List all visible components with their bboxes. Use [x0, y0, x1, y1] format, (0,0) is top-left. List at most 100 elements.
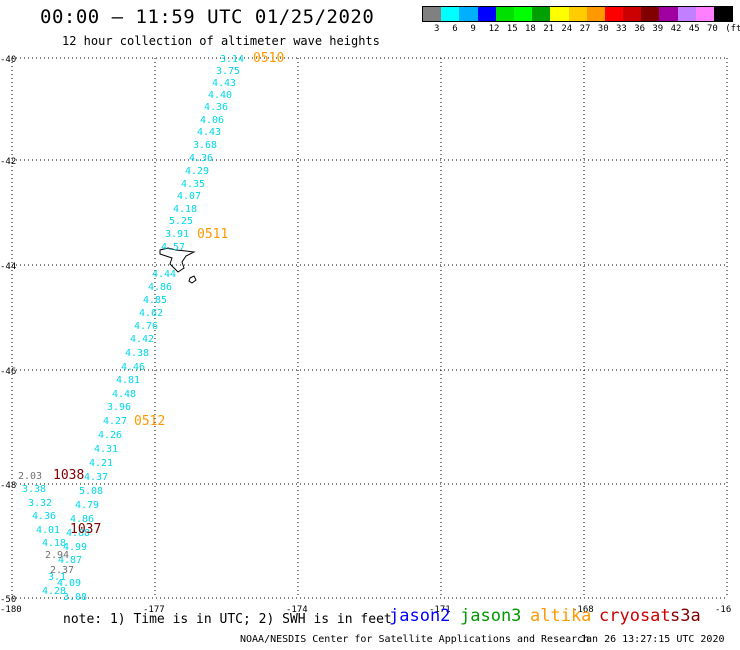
wave-height-value: 4.85 [143, 295, 167, 306]
wave-height-value: 4.06 [200, 115, 224, 126]
y-tick-label: -48 [0, 481, 16, 491]
legend-swatch [604, 7, 624, 21]
y-tick-label: -42 [0, 157, 16, 167]
wave-height-value: 4.46 [121, 362, 145, 373]
satellite-label-jason3: jason3 [460, 606, 522, 626]
legend-swatch [677, 7, 696, 21]
chart-title: 00:00 – 11:59 UTC 01/25/2020 [40, 6, 375, 28]
lat-lon-grid [11, 57, 728, 599]
island-coastline [188, 275, 197, 284]
wave-height-value: 4.18 [173, 204, 197, 215]
wave-height-value: 3.08 [63, 592, 87, 603]
wave-height-value: 4.27 [103, 416, 127, 427]
legend-label: 42 [670, 24, 682, 34]
wave-height-value: 3.1 [48, 572, 66, 583]
wave-height-value: 4.62 [139, 308, 163, 319]
legend-swatch [513, 7, 533, 21]
legend-swatch [423, 7, 442, 21]
legend-label: 21 [543, 24, 555, 34]
legend-label: 24 [561, 24, 573, 34]
legend-label: 27 [579, 24, 591, 34]
wave-height-value: 4.48 [112, 389, 136, 400]
wave-height-value: 4.09 [57, 578, 81, 589]
island-coastline [159, 247, 196, 273]
legend-label: 15 [506, 24, 518, 34]
time-label: 1037 [70, 522, 101, 537]
wave-height-value: 4.99 [63, 542, 87, 553]
legend-swatch [532, 7, 551, 21]
wave-height-value: 4.88 [66, 528, 90, 539]
wave-height-value: 4.40 [208, 90, 232, 101]
wave-height-value: 3.68 [193, 140, 217, 151]
wave-height-value: 2.94 [45, 550, 69, 561]
time-label: 1038 [53, 468, 84, 483]
island-outline [159, 247, 197, 284]
legend-label: 3 [434, 24, 440, 34]
satellite-label-jason2: jason2 [389, 606, 451, 626]
wave-height-value: 4.36 [32, 511, 56, 522]
legend-label: (ft) [725, 24, 740, 34]
legend-swatch [623, 7, 642, 21]
satellite-label-altika: altika [530, 606, 592, 626]
wave-height-value: 5.08 [79, 486, 103, 497]
legend-swatch [550, 7, 569, 21]
legend-swatch [568, 7, 587, 21]
wave-height-value: 2.37 [50, 565, 74, 576]
wave-height-value: 4.18 [42, 538, 66, 549]
legend-swatch [714, 7, 733, 21]
wave-height-value: 3.96 [107, 402, 131, 413]
legend-swatch [695, 7, 714, 21]
satellite-label-s3a: s3a [670, 606, 701, 626]
x-tick-label: -180 [0, 605, 22, 615]
legend-label: 70 [707, 24, 718, 34]
wave-height-value: 4.38 [125, 348, 149, 359]
wave-height-value: 4.81 [116, 375, 140, 386]
wave-height-value: 4.36 [189, 153, 213, 164]
wave-height-value: 4.36 [204, 102, 228, 113]
time-label: 0512 [134, 414, 165, 429]
legend-label: 39 [652, 24, 664, 34]
wave-height-value: 4.35 [181, 179, 205, 190]
wave-height-value: 4.21 [89, 458, 113, 469]
wave-height-value: 4.31 [94, 444, 118, 455]
y-tick-label: -46 [0, 367, 16, 377]
y-tick-label: -50 [0, 595, 16, 605]
y-tick-label: -44 [0, 262, 16, 272]
legend-label: 9 [470, 24, 476, 34]
wave-height-value: 3.91 [165, 229, 189, 240]
footnote: note: 1) Time is in UTC; 2) SWH is in fe… [63, 612, 392, 627]
chart-subtitle: 12 hour collection of altimeter wave hei… [62, 34, 380, 48]
wave-height-value: 4.57 [161, 242, 185, 253]
wave-height-value: 4.01 [36, 525, 60, 536]
legend-color-bar [422, 6, 734, 22]
wave-height-value: 4.26 [98, 430, 122, 441]
wave-height-value: 2.03 [18, 471, 42, 482]
y-tick-label: -40 [0, 55, 16, 65]
wave-height-value: 4.44 [152, 269, 176, 280]
wave-height-value: 4.42 [130, 334, 154, 345]
axis-ticks: -180 -177 -174 -171 -168 -16 -40 -42 -44 -46 -48 -5… [0, 55, 731, 615]
x-tick-label: -174 [286, 605, 308, 615]
wave-height-value: 4.86 [148, 282, 172, 293]
legend-swatch [641, 7, 660, 21]
credit-text: NOAA/NESDIS Center for Satellite Applica… [240, 634, 590, 645]
legend-swatch [586, 7, 605, 21]
wave-height-value: 4.76 [134, 321, 158, 332]
legend-label: 45 [688, 24, 700, 34]
generated-timestamp: Jan 26 13:27:15 UTC 2020 [580, 634, 725, 645]
x-tick-label: -171 [429, 605, 451, 615]
x-tick-label: -16 [715, 605, 731, 615]
legend-label: 18 [525, 24, 536, 34]
legend-label: 36 [634, 24, 646, 34]
wave-height-value: 3.38 [22, 484, 46, 495]
legend-swatch [495, 7, 514, 21]
wave-height-value: 4.28 [42, 586, 66, 597]
x-tick-label: -177 [143, 605, 165, 615]
wave-height-value: 3.32 [28, 498, 52, 509]
wave-height-value: 4.43 [212, 78, 236, 89]
wave-height-value: 4.79 [75, 500, 99, 511]
x-tick-label: -168 [572, 605, 594, 615]
